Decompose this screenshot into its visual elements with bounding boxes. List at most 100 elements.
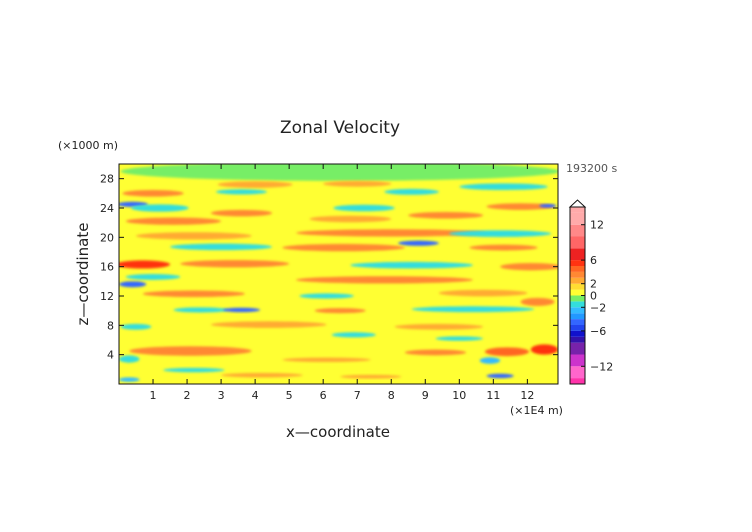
- colorbar-swatch: [570, 266, 585, 272]
- velocity-contour: [136, 232, 252, 240]
- velocity-contour: [180, 260, 290, 268]
- colorbar-swatch: [570, 289, 585, 296]
- x-tick-label: 7: [354, 389, 361, 402]
- velocity-contour: [142, 290, 245, 298]
- velocity-contour: [520, 297, 555, 306]
- velocity-contour: [411, 306, 535, 313]
- colorbar-tick-label: −12: [590, 360, 613, 373]
- colorbar-swatch: [570, 313, 585, 320]
- velocity-contour: [295, 276, 473, 284]
- velocity-contour: [323, 180, 392, 187]
- velocity-contour: [333, 204, 395, 212]
- y-axis-unit: (×1000 m): [58, 139, 118, 152]
- velocity-contour: [119, 355, 140, 363]
- time-stamp: 193200 s: [566, 162, 617, 175]
- velocity-contour: [119, 377, 140, 382]
- velocity-contour: [479, 357, 501, 364]
- y-tick-label: 28: [100, 173, 114, 186]
- colorbar-swatch: [570, 260, 585, 266]
- x-tick-label: 12: [520, 389, 534, 402]
- velocity-contour: [130, 204, 189, 212]
- chart-title: Zonal Velocity: [280, 118, 400, 138]
- colorbar-swatch: [570, 378, 585, 384]
- y-tick-label: 16: [100, 261, 114, 274]
- colorbar-tick-label: 0: [590, 290, 597, 303]
- velocity-contour: [486, 373, 514, 379]
- velocity-contour: [210, 209, 273, 217]
- velocity-contour: [210, 321, 327, 328]
- plot-area: [118, 163, 559, 385]
- y-tick-label: 12: [100, 290, 114, 303]
- x-tick-label: 5: [286, 389, 293, 402]
- colorbar-swatch: [570, 207, 585, 213]
- velocity-contour: [408, 212, 484, 219]
- x-tick-label: 10: [452, 389, 466, 402]
- colorbar-swatch: [570, 354, 585, 367]
- velocity-contour: [120, 164, 558, 181]
- x-tick-label: 3: [218, 389, 225, 402]
- velocity-contour: [129, 346, 252, 356]
- y-tick-label: 24: [100, 202, 114, 215]
- velocity-contour: [222, 307, 261, 313]
- velocity-contour: [309, 215, 392, 223]
- velocity-contour: [484, 347, 530, 357]
- x-tick-label: 6: [320, 389, 327, 402]
- velocity-contour: [350, 261, 473, 269]
- x-tick-label: 4: [252, 389, 259, 402]
- colorbar-tick-label: 12: [590, 219, 604, 232]
- colorbar-swatch: [570, 325, 585, 331]
- velocity-contour: [125, 274, 181, 280]
- velocity-contour: [449, 230, 552, 237]
- velocity-contour: [539, 203, 557, 208]
- velocity-contour: [122, 190, 184, 197]
- velocity-contour: [331, 332, 376, 338]
- colorbar-ticks: 12 6 20−2 −6 −12: [581, 219, 613, 373]
- colorbar-tick-label: 2: [590, 278, 597, 291]
- velocity-contour: [435, 336, 484, 341]
- colorbar-swatch: [570, 271, 585, 278]
- x-tick-label: 1: [150, 389, 157, 402]
- colorbar-swatch: [570, 277, 585, 284]
- velocity-contour: [299, 293, 354, 299]
- velocity-contour: [530, 344, 558, 355]
- colorbar-swatch: [570, 224, 585, 237]
- velocity-contour: [398, 240, 439, 246]
- colorbar-swatch: [570, 366, 585, 379]
- velocity-contour: [295, 229, 487, 237]
- y-axis-label: z—coordinate: [74, 223, 92, 326]
- colorbar-swatches: [570, 207, 585, 384]
- colorbar-tick-label: 6: [590, 254, 597, 267]
- colorbar-swatch: [570, 307, 585, 314]
- y-tick-label: 8: [107, 319, 114, 332]
- velocity-contour: [215, 189, 268, 195]
- x-tick-label: 2: [184, 389, 191, 402]
- colorbar-tick-label: −2: [590, 301, 606, 314]
- velocity-contour: [170, 243, 273, 251]
- colorbar-swatch: [570, 212, 585, 225]
- colorbar-swatch: [570, 283, 585, 290]
- velocity-contour: [217, 181, 293, 188]
- velocity-contour: [163, 367, 225, 373]
- velocity-contour: [119, 260, 171, 269]
- x-tick-label: 9: [422, 389, 429, 402]
- x-tick-label: 8: [388, 389, 395, 402]
- x-axis-unit: (×1E4 m): [510, 404, 563, 417]
- velocity-field: [119, 164, 558, 382]
- velocity-contour: [340, 374, 402, 379]
- velocity-contour: [120, 323, 152, 330]
- colorbar-swatch: [570, 319, 585, 325]
- plot-frame: [118, 163, 559, 385]
- colorbar-extend-arrow: [568, 199, 587, 208]
- velocity-contour: [500, 263, 558, 271]
- velocity-contour: [173, 307, 228, 313]
- colorbar-swatch: [570, 248, 585, 261]
- velocity-contour: [119, 281, 147, 288]
- colorbar-swatch: [570, 295, 585, 302]
- colorbar-swatch: [570, 301, 585, 308]
- x-tick-label: 11: [486, 389, 500, 402]
- x-axis: 1 2 3 4 5 6 7 8 9 10 11 12: [150, 164, 534, 402]
- x-axis-label: x—coordinate: [286, 423, 390, 441]
- velocity-contour: [438, 289, 528, 297]
- velocity-contour: [486, 203, 555, 210]
